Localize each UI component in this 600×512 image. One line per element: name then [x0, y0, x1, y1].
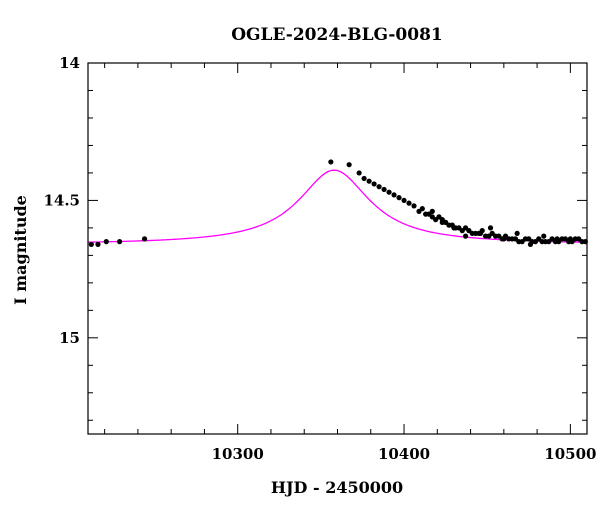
data-point [95, 241, 101, 247]
model-curve [87, 169, 588, 243]
axis-ticks [88, 62, 587, 434]
chart-title: OGLE-2024-BLG-0081 [231, 25, 443, 45]
data-point [361, 175, 367, 182]
x-tick-label: 10400 [378, 445, 430, 463]
data-point [376, 184, 382, 190]
data-point [141, 236, 148, 242]
data-point [88, 241, 94, 247]
data-point [386, 189, 392, 195]
y-axis-label: I magnitude [11, 195, 30, 305]
tick-labels: 10300 10400 10500 14 14.5 15 [43, 54, 596, 463]
data-point [396, 195, 402, 201]
data-point [328, 159, 334, 165]
x-tick-label: 10500 [544, 445, 596, 463]
data-point [366, 178, 372, 184]
data-point [487, 225, 494, 231]
data-point [462, 233, 469, 239]
plot-frame [87, 62, 588, 435]
y-tick-label: 15 [59, 329, 80, 347]
data-point [541, 233, 547, 239]
data-point [567, 236, 573, 242]
data-point [381, 186, 387, 193]
x-axis-label: HJD - 2450000 [271, 478, 403, 497]
data-point [356, 170, 362, 176]
data-point [401, 197, 407, 204]
data-point [501, 236, 507, 242]
data-point [117, 239, 123, 245]
data-points [88, 159, 588, 247]
data-point [554, 236, 560, 242]
data-point [391, 192, 397, 198]
y-tick-label: 14.5 [43, 191, 80, 209]
data-point [527, 241, 534, 247]
data-point [451, 225, 457, 231]
data-point [439, 217, 445, 223]
data-point [371, 181, 377, 187]
data-point [429, 208, 435, 214]
data-point [477, 230, 484, 236]
data-point [514, 230, 520, 236]
data-point [346, 162, 352, 168]
data-point [103, 239, 109, 245]
data-point [419, 206, 425, 212]
y-tick-label: 14 [59, 54, 80, 72]
data-point [411, 203, 417, 209]
data-point [406, 200, 412, 206]
x-tick-label: 10300 [212, 445, 264, 463]
